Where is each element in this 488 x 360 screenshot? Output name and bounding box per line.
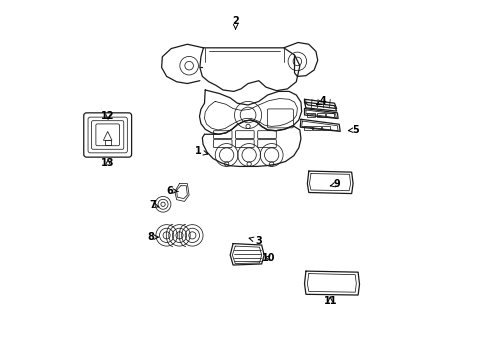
Text: 7: 7: [149, 200, 159, 210]
Text: 1: 1: [194, 147, 207, 157]
Text: 6: 6: [166, 186, 178, 196]
Text: 11: 11: [323, 296, 336, 306]
Bar: [325, 113, 333, 117]
Bar: [316, 113, 324, 117]
Text: 12: 12: [101, 111, 115, 121]
Text: 8: 8: [147, 232, 158, 242]
Bar: [303, 126, 311, 130]
Text: 9: 9: [329, 179, 339, 189]
Text: 3: 3: [248, 236, 262, 246]
Text: 2: 2: [232, 16, 239, 29]
Text: 4: 4: [316, 96, 326, 107]
Text: 10: 10: [262, 253, 275, 263]
Bar: [104, 140, 110, 145]
Bar: [307, 113, 315, 117]
Text: 13: 13: [101, 158, 115, 168]
Text: 5: 5: [348, 125, 358, 135]
Bar: [312, 126, 320, 130]
Bar: [322, 126, 329, 130]
